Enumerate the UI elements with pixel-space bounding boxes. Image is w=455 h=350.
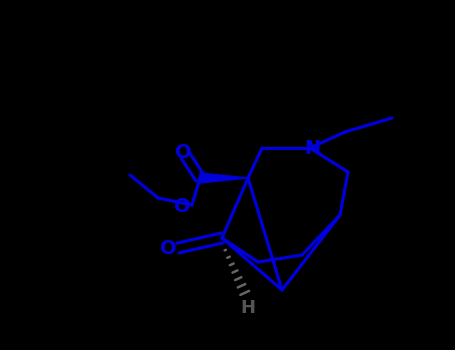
Text: O: O xyxy=(160,238,177,258)
Text: N: N xyxy=(304,140,320,159)
Text: O: O xyxy=(175,144,191,162)
Text: H: H xyxy=(241,299,256,317)
Text: O: O xyxy=(174,197,190,217)
Polygon shape xyxy=(200,173,248,183)
